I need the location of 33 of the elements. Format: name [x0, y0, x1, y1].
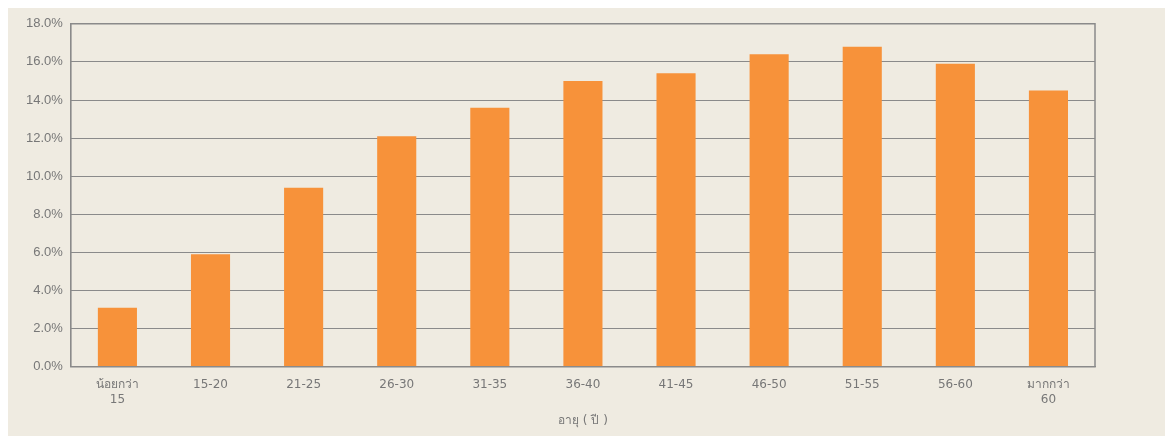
bar — [563, 80, 603, 367]
bar — [749, 54, 789, 367]
x-tick-label: 41-45 — [658, 377, 694, 392]
bar — [190, 254, 231, 367]
bar — [935, 63, 975, 367]
y-tick-label: 6.0% — [33, 244, 64, 260]
bar — [656, 73, 696, 367]
y-tick-label: 14.0% — [25, 91, 64, 107]
x-tick-label: 51-55 — [844, 377, 880, 392]
bar — [470, 107, 510, 367]
bar — [97, 307, 137, 367]
bar — [377, 136, 417, 367]
x-tick-label: 56-60 — [937, 377, 973, 392]
x-axis-title: อายุ ( ปี ) — [558, 412, 608, 428]
y-tick-label: 10.0% — [25, 167, 64, 183]
y-tick-label: 18.0% — [25, 15, 64, 31]
x-tick-label: 46-50 — [751, 377, 787, 392]
bar — [842, 46, 882, 367]
x-tick-label: น้อยกว่า 15 — [95, 377, 139, 406]
x-tick-label: มากกว่า 60 — [1026, 377, 1070, 406]
y-tick-label: 16.0% — [25, 53, 64, 69]
x-tick-label: 26-30 — [379, 377, 415, 392]
bar — [284, 187, 324, 367]
x-tick-label: 21-25 — [286, 377, 322, 392]
y-tick-label: 0.0% — [33, 358, 64, 374]
x-tick-label: 36-40 — [565, 377, 601, 392]
bar — [1028, 90, 1068, 367]
x-tick-label: 15-20 — [193, 377, 228, 392]
y-tick-label: 4.0% — [33, 282, 64, 298]
y-tick-label: 12.0% — [25, 129, 64, 145]
y-tick-label: 2.0% — [33, 320, 64, 336]
x-tick-label: 31-35 — [472, 377, 508, 392]
y-tick-label: 8.0% — [33, 205, 64, 221]
